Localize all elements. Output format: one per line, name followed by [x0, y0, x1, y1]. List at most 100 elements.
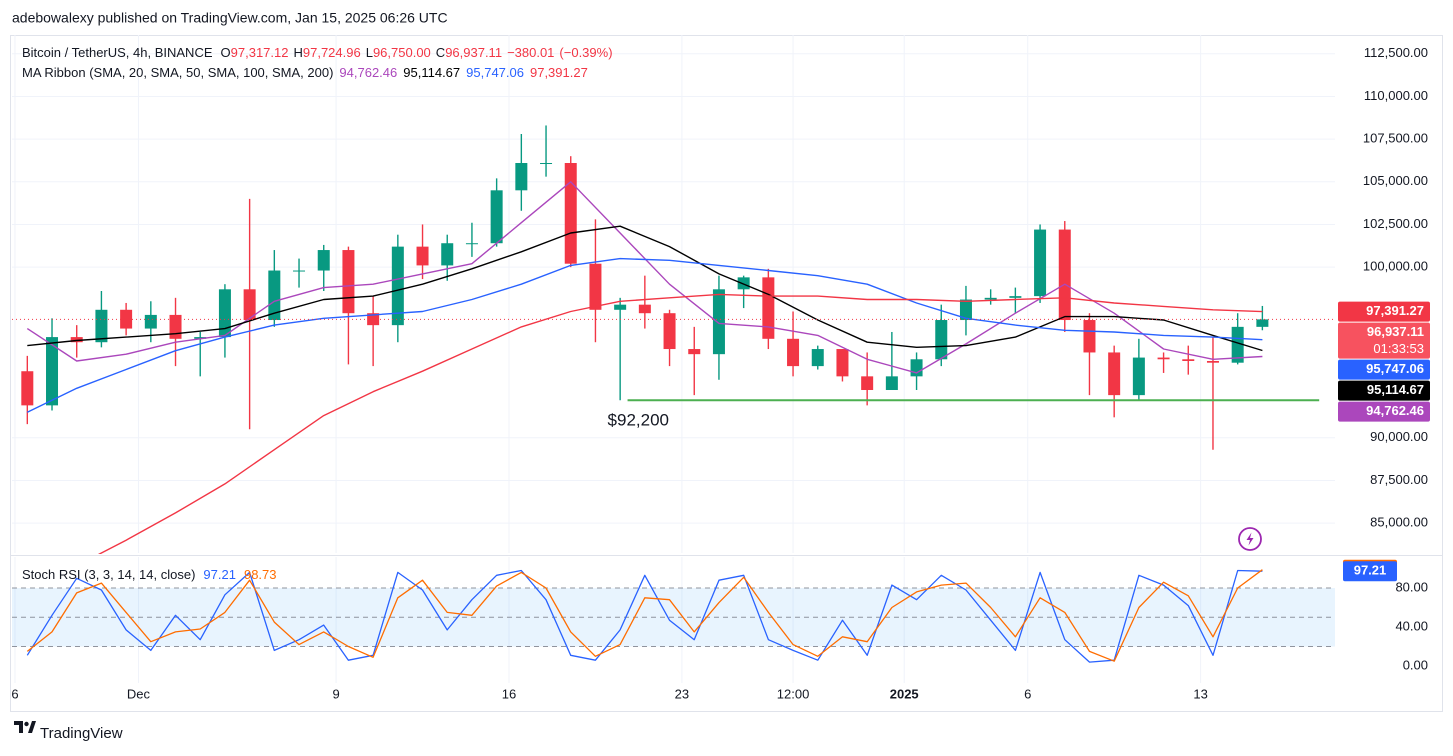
- stoch-value: 98.73: [244, 567, 277, 582]
- ma-title: MA Ribbon (SMA, 20, SMA, 50, SMA, 100, S…: [22, 65, 333, 80]
- tradingview-logo: [14, 721, 36, 733]
- x-tick-label: 2025: [890, 686, 919, 701]
- candle-body: [490, 190, 503, 244]
- indicator-line: [26, 569, 1263, 663]
- ma-value: 97,391.27: [530, 65, 588, 80]
- price-tag-label: 95,747.06: [1366, 361, 1424, 376]
- candle-body: [465, 243, 478, 245]
- candle-body: [885, 376, 898, 391]
- indicator-line: [26, 569, 1263, 662]
- candle-body: [342, 250, 355, 314]
- stoch-band: [12, 587, 1335, 648]
- ohlc-key: C: [436, 45, 445, 60]
- candle-body: [120, 309, 133, 329]
- stoch-tag: [1343, 561, 1397, 582]
- symbol-title: Bitcoin / TetherUS, 4h, BINANCE: [22, 45, 213, 60]
- candle-body: [762, 277, 775, 339]
- candle-body: [737, 277, 750, 290]
- y-tick-label: 0.00: [1403, 657, 1428, 672]
- y-tick-label: 102,500.00: [1363, 216, 1428, 231]
- x-tick-label: 9: [332, 686, 339, 701]
- candle-body: [1058, 229, 1071, 321]
- candle-body: [317, 250, 330, 271]
- stoch-legend: Stoch RSI (3, 3, 14, 14, close) 97.21 98.7…: [22, 567, 277, 582]
- stoch-tag-label: 97.21: [1354, 563, 1387, 578]
- candle-body: [416, 246, 429, 266]
- price-tag-label: 96,937.11: [1367, 324, 1424, 339]
- y-tick-label: 110,000.00: [1364, 88, 1428, 103]
- change-value: −380.01: [507, 45, 554, 60]
- ohlc-value: 97,317.12: [231, 45, 289, 60]
- candle-body: [144, 314, 157, 329]
- candle-body: [46, 337, 59, 406]
- candle-body: [1182, 359, 1195, 361]
- symbol-legend: Bitcoin / TetherUS, 4h, BINANCE O97,317.1…: [22, 45, 613, 60]
- candle-body: [1108, 352, 1121, 396]
- ohlc-key: O: [221, 45, 231, 60]
- candle-body: [268, 270, 281, 321]
- candle-body: [95, 309, 108, 343]
- candle-body: [367, 313, 380, 326]
- y-tick-label: 112,500.00: [1364, 45, 1428, 60]
- candle-body: [836, 349, 849, 377]
- candle-body: [169, 314, 182, 339]
- candle-body: [441, 243, 454, 266]
- indicator-line: [26, 181, 1263, 374]
- x-tick-label: 16: [502, 686, 516, 701]
- candle-body: [1256, 319, 1269, 327]
- y-tick-label: 107,500.00: [1363, 131, 1428, 146]
- y-tick-label: 40.00: [1395, 618, 1428, 633]
- y-tick-label: 80.00: [1395, 579, 1428, 594]
- change-value: (−0.39%): [559, 45, 612, 60]
- candle-body: [663, 313, 676, 350]
- ma-value: 94,762.46: [339, 65, 397, 80]
- candle-body: [391, 246, 404, 326]
- price-tag: [1338, 301, 1430, 322]
- ohlc-value: 96,750.00: [373, 45, 431, 60]
- candle-body: [293, 270, 306, 272]
- price-tag: [1338, 359, 1430, 380]
- ma-value: 95,747.06: [466, 65, 524, 80]
- candle-body: [787, 338, 800, 367]
- candle-body: [614, 304, 627, 310]
- candle-body: [515, 163, 528, 191]
- candle-body: [910, 359, 923, 377]
- ohlc-value: 97,724.96: [303, 45, 361, 60]
- candle-body: [70, 337, 83, 343]
- candle-body: [638, 304, 651, 314]
- candle-body: [688, 349, 701, 355]
- support-label: $92,200: [608, 411, 669, 430]
- candle-body: [21, 371, 34, 406]
- publisher-line: adebowalexy published on TradingView.com…: [12, 10, 448, 26]
- y-tick-label: 100,000.00: [1363, 259, 1428, 274]
- candle-body: [1206, 360, 1219, 363]
- x-tick-label: 13: [1193, 686, 1207, 701]
- candle-body: [959, 299, 972, 321]
- x-tick-label: 6: [1024, 686, 1031, 701]
- price-tag: [1338, 380, 1430, 401]
- candle-body: [194, 337, 207, 339]
- alert-icon[interactable]: [1238, 527, 1262, 551]
- countdown: 01:33:53: [1373, 341, 1424, 356]
- price-tag-label: 94,762.46: [1366, 403, 1424, 418]
- ohlc-key: L: [366, 45, 373, 60]
- candle-body: [861, 376, 874, 391]
- axes: 6 Dec 9 16 23 12:00 2025 6 13 112,500.00 110,000.0…: [11, 45, 1428, 701]
- price-tags: 97,391.27 96,937.11 01:33:53 95,747.06 95,11…: [1338, 301, 1430, 582]
- y-tick-label: 87,500.00: [1370, 472, 1428, 487]
- ma-legend: MA Ribbon (SMA, 20, SMA, 50, SMA, 100, S…: [22, 65, 588, 80]
- candle-body: [1231, 326, 1244, 363]
- price-tag-label: 95,114.67: [1367, 382, 1424, 397]
- x-tick-label: 12:00: [777, 686, 810, 701]
- candle-body: [564, 163, 577, 264]
- ohlc-key: H: [293, 45, 302, 60]
- indicator-line: [26, 257, 1263, 413]
- candle-body: [243, 289, 256, 321]
- price-pane: [12, 125, 1335, 554]
- x-tick-label: 23: [675, 686, 689, 701]
- candle-body: [984, 297, 997, 300]
- price-tag: [1338, 401, 1430, 422]
